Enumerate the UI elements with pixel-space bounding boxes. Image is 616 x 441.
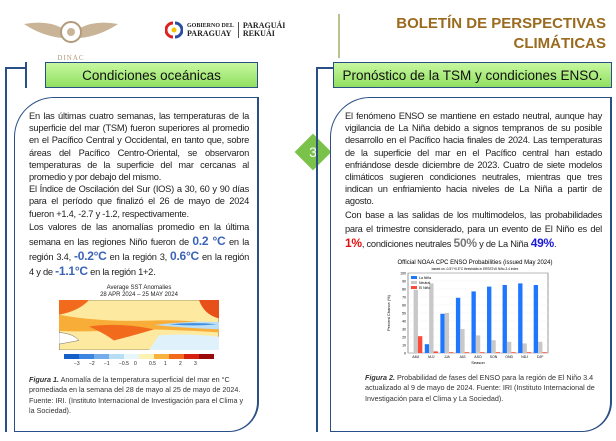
y-tick-label: 90 <box>402 279 406 283</box>
bar-lania-JJA <box>440 313 445 353</box>
bar-lania-OND <box>502 284 507 353</box>
page-title: BOLETÍN DE PERSPECTIVAS CLIMÁTICAS <box>396 15 606 52</box>
bar-neutral-MJJ <box>429 283 434 353</box>
y-tick-label: 50 <box>402 311 406 315</box>
legend-label: La Niña <box>419 275 431 279</box>
bar-elnio-DJF <box>542 351 547 353</box>
section-heading-enso: Pronóstico de la TSM y condiciones ENSO. <box>333 62 612 88</box>
oceanic-paragraph-2: El Índice de Oscilación del Sur (IOS) a … <box>29 184 249 219</box>
x-tick-label: SON <box>490 355 498 359</box>
flag-emblem-icon <box>165 21 183 39</box>
x-tick-label: MJJ <box>428 355 435 359</box>
bar-neutral-JAS <box>460 328 465 353</box>
y-tick-label: 40 <box>402 319 406 323</box>
colorbar-tick: 3 <box>194 360 197 367</box>
y-tick-label: 80 <box>402 287 406 291</box>
bar-elnio-ASO <box>480 351 485 353</box>
bar-elnio-MJJ <box>433 351 438 353</box>
bar-elnio-OND <box>511 351 516 353</box>
enso-paragraph-2: Con base a las salidas de los multimodel… <box>345 209 602 250</box>
bar-elnio-JAS <box>464 351 469 353</box>
figure-1-caption: Figura 1. Anomalía de la temperatura sup… <box>29 374 244 416</box>
sst-figure: Average SST Anomalies 28 APR 2024 – 25 MA… <box>29 285 249 369</box>
right-bracket <box>316 67 336 432</box>
colorbar-tick: 2 <box>179 360 182 367</box>
colorbar-tick: 0 <box>134 360 137 367</box>
bar-lania-ASO <box>471 291 476 353</box>
y-tick-label: 0 <box>404 351 406 355</box>
x-tick-label: JAS <box>459 355 466 359</box>
colorbar-tick: −2 <box>89 360 95 367</box>
divider <box>338 14 340 58</box>
oceanic-paragraph-3: Los valores de las anomalías promedio en… <box>29 221 249 278</box>
dinac-label: DINAC <box>57 54 85 62</box>
figure-2-caption: Figura 2. Probabilidad de fases del ENSO… <box>365 372 595 403</box>
gobierno-logo: GOBIERNO DEL PARAGUAY PARAGUÁI REKUÁI <box>165 20 285 40</box>
y-tick-label: 10 <box>402 343 406 347</box>
bar-elnio-AMJ <box>417 335 423 353</box>
colorbar <box>64 353 214 359</box>
legend-swatch <box>411 280 417 284</box>
x-axis-label: Season <box>471 360 485 365</box>
bar-elnio-JJA <box>449 351 454 353</box>
legend-label: El Niño <box>419 285 430 289</box>
colorbar-tick: 1 <box>164 360 167 367</box>
oceanic-paragraph-1: En las últimas cuatro semanas, las tempe… <box>29 111 249 183</box>
bar-neutral-AMJ <box>413 289 418 353</box>
bar-neutral-JJA <box>444 312 450 353</box>
bar-lania-MJJ <box>424 343 430 353</box>
chart-subtitle: based on -0.5°/+0.5°C thresholds in ERSS… <box>432 267 519 271</box>
legend-swatch <box>411 285 417 289</box>
colorbar-tick: −0.5 <box>119 360 129 367</box>
dinac-logo: DINAC <box>22 12 120 62</box>
sst-map-title: Average SST Anomalies 28 APR 2024 – 25 MA… <box>100 284 178 298</box>
bar-lania-DJF <box>533 284 539 353</box>
x-tick-label: AMJ <box>412 355 419 359</box>
section-heading-oceanic: Condiciones oceánicas <box>45 62 258 88</box>
bar-neutral-SON <box>491 339 496 353</box>
bar-neutral-OND <box>506 341 512 353</box>
left-bracket <box>5 67 25 432</box>
y-axis-label: Percent Chance (%) <box>386 294 391 331</box>
bar-lania-JAS <box>455 297 461 353</box>
section-number: 3 <box>309 144 317 160</box>
colorbar-tick: −3 <box>74 360 80 367</box>
legend-label: Neutral <box>419 280 431 284</box>
enso-panel: El fenómeno ENSO se mantiene en estado n… <box>330 97 612 432</box>
y-tick-label: 60 <box>402 303 406 307</box>
y-tick-label: 20 <box>402 335 406 339</box>
sst-anomaly-map <box>59 299 219 350</box>
bar-lania-SON <box>487 286 492 353</box>
x-tick-label: DJF <box>537 355 543 359</box>
enso-paragraph-1: El fenómeno ENSO se mantiene en estado n… <box>345 111 602 207</box>
bar-elnio-NDJ <box>526 351 532 353</box>
y-tick-label: 70 <box>402 295 406 299</box>
colorbar-tick: 0.5 <box>149 360 156 367</box>
enso-probability-chart: Official NOAA CPC ENSO Probabilities (is… <box>386 260 553 365</box>
x-tick-label: NDJ <box>521 355 528 359</box>
chart-title: Official NOAA CPC ENSO Probabilities (is… <box>398 260 553 266</box>
legend-swatch <box>411 275 417 279</box>
x-tick-label: OND <box>505 355 513 359</box>
bar-elnio-SON <box>495 351 501 353</box>
x-tick-label: JJA <box>444 355 451 359</box>
bar-lania-NDJ <box>518 283 523 353</box>
x-tick-label: ASO <box>474 355 482 359</box>
bar-neutral-ASO <box>475 335 481 353</box>
y-tick-label: 30 <box>402 327 406 331</box>
y-tick-label: 100 <box>400 271 406 275</box>
bar-neutral-NDJ <box>522 343 527 353</box>
bar-neutral-DJF <box>538 341 543 353</box>
colorbar-tick: −1 <box>104 360 110 367</box>
oceanic-panel: En las últimas cuatro semanas, las tempe… <box>14 97 259 432</box>
